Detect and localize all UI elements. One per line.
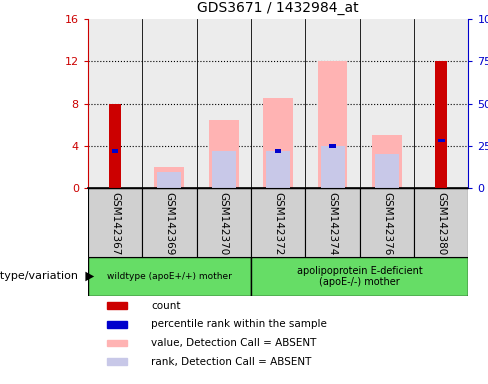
Bar [305,19,360,188]
Bar [142,19,197,188]
Bar [107,303,127,309]
Bar [318,61,347,188]
Text: apolipoprotein E-deficient
(apoE-/-) mother: apolipoprotein E-deficient (apoE-/-) mot… [297,266,423,287]
Bar [263,98,293,188]
Bar [372,136,402,188]
Bar [197,19,251,188]
Bar [112,149,118,153]
Text: GSM142369: GSM142369 [164,192,174,255]
Bar [142,188,197,257]
Bar [329,144,336,148]
Text: GSM142367: GSM142367 [110,192,120,255]
Bar [212,151,236,188]
Text: GSM142370: GSM142370 [219,192,229,255]
Bar [305,188,360,257]
Bar [107,321,127,328]
Bar [107,339,127,346]
Bar [107,358,127,365]
Text: GSM142372: GSM142372 [273,192,283,255]
Bar [360,188,414,257]
Text: genotype/variation: genotype/variation [0,271,78,281]
Bar [158,172,182,188]
Bar [414,188,468,257]
Text: percentile rank within the sample: percentile rank within the sample [151,319,327,329]
Title: GDS3671 / 1432984_at: GDS3671 / 1432984_at [197,2,359,15]
Bar [414,19,468,188]
Text: count: count [151,301,181,311]
Bar [251,257,468,296]
Text: GSM142376: GSM142376 [382,192,392,255]
Bar [154,167,184,188]
Bar [251,188,305,257]
Text: GSM142380: GSM142380 [436,192,447,255]
Bar [435,61,447,188]
Bar [438,139,445,142]
Bar [251,19,305,188]
Bar [88,19,142,188]
Bar [209,119,239,188]
Bar [109,104,121,188]
Text: rank, Detection Call = ABSENT: rank, Detection Call = ABSENT [151,357,312,367]
Bar [88,188,142,257]
Bar [321,146,345,188]
Bar [375,154,399,188]
Bar [266,151,290,188]
Bar [197,188,251,257]
Text: wildtype (apoE+/+) mother: wildtype (apoE+/+) mother [107,272,232,281]
Text: value, Detection Call = ABSENT: value, Detection Call = ABSENT [151,338,317,348]
Bar [360,19,414,188]
Bar [88,257,251,296]
Bar [275,149,282,153]
Text: GSM142374: GSM142374 [327,192,338,255]
